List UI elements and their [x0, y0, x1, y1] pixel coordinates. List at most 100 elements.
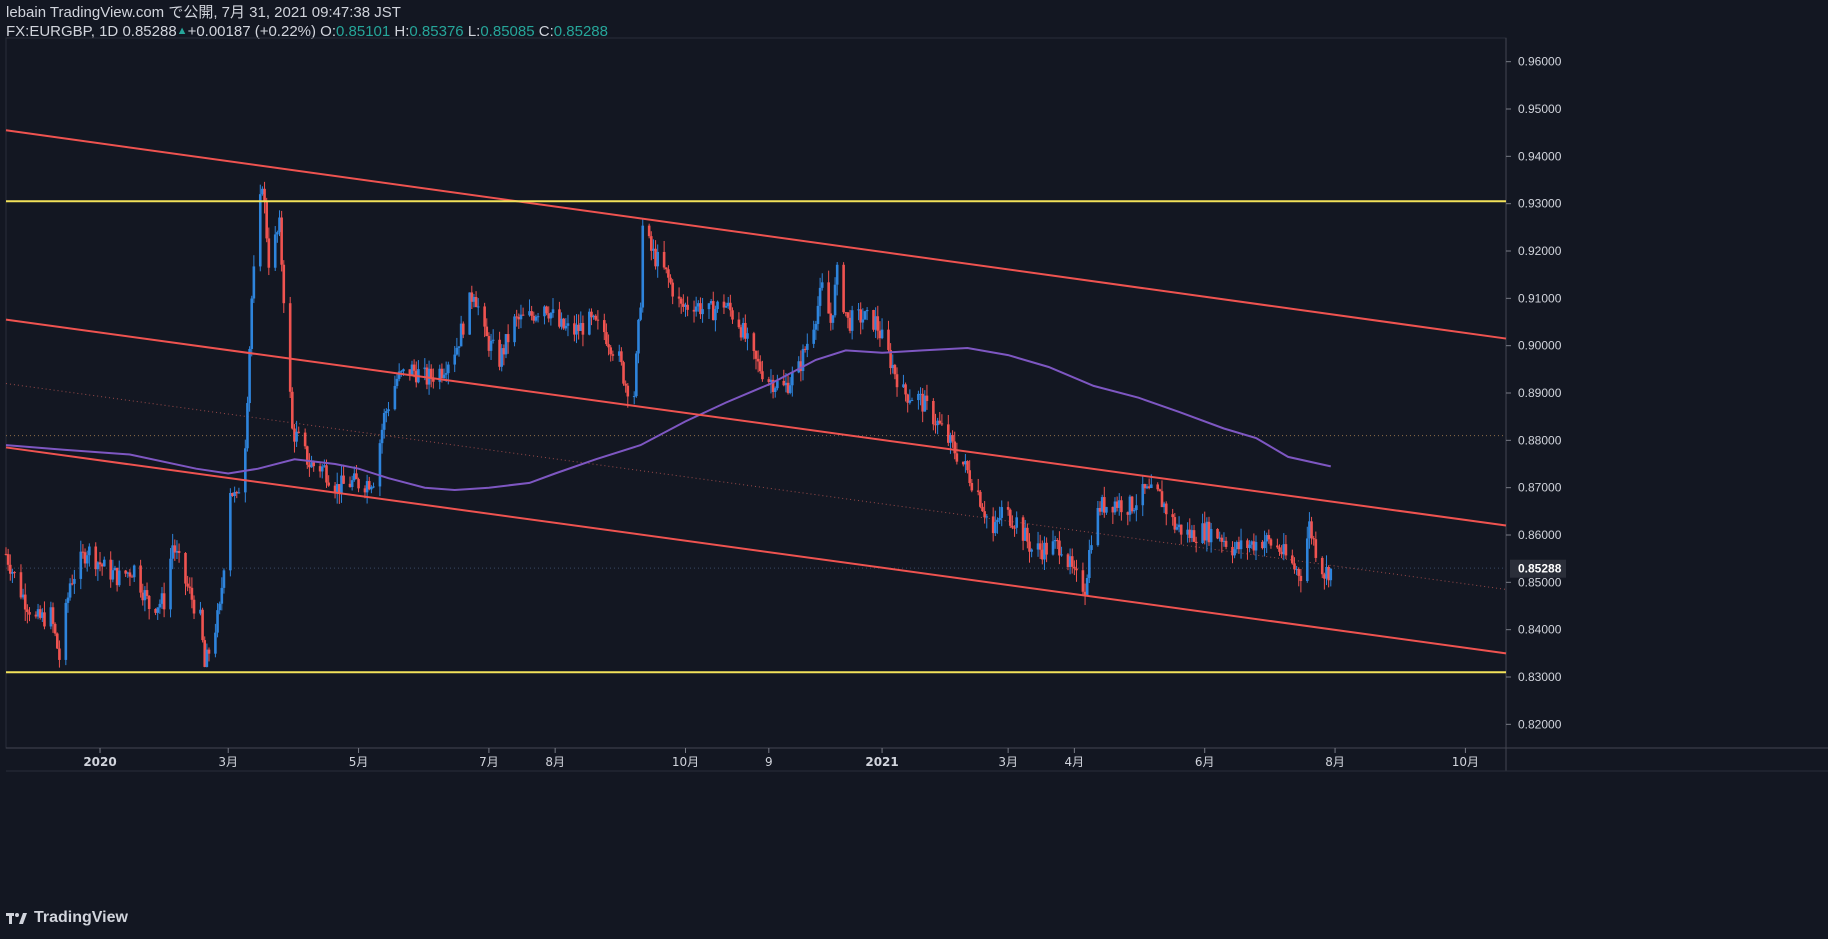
candle [564, 318, 568, 331]
close-label: C: [538, 23, 554, 40]
candle [716, 300, 719, 313]
candle [558, 301, 561, 329]
candle [485, 318, 489, 337]
channel-line-upper[interactable] [5, 129, 1507, 340]
candle [722, 294, 726, 314]
candle [752, 331, 756, 360]
candle [626, 383, 630, 408]
x-tick-label: 6月 [1195, 755, 1215, 769]
price-axis[interactable]: 0.96000 0.95000 0.94000 0.93000 0.92000 0.910… [1506, 55, 1566, 732]
candle [1111, 506, 1115, 524]
candle [357, 477, 360, 493]
candle [205, 643, 209, 668]
candle [1164, 501, 1168, 526]
candle [1310, 516, 1313, 545]
candle [1188, 518, 1192, 543]
candle [1066, 552, 1070, 571]
y-tick-label: 0.86000 [1518, 528, 1562, 542]
candle [199, 601, 202, 616]
candlestick-series[interactable] [4, 181, 1333, 668]
y-tick-label: 0.95000 [1518, 102, 1562, 116]
candle [878, 321, 882, 347]
x-tick-label: 10月 [1452, 755, 1479, 769]
channel-midline [5, 383, 1507, 590]
candle [1023, 519, 1027, 541]
candle [970, 478, 974, 493]
candle [278, 210, 281, 237]
candle [468, 292, 471, 335]
candle [741, 317, 745, 340]
candle [461, 321, 465, 339]
candle [983, 501, 986, 524]
candle [739, 324, 743, 341]
candle [1036, 531, 1040, 557]
candle [649, 231, 653, 261]
candle [521, 307, 525, 316]
candle [758, 355, 762, 374]
candle [1205, 517, 1209, 552]
candle [96, 561, 100, 581]
candle [216, 603, 219, 638]
y-tick-label: 0.96000 [1518, 55, 1562, 69]
x-tick-label: 3月 [218, 755, 238, 769]
candle [936, 417, 939, 435]
candle [246, 396, 249, 452]
candle [158, 599, 162, 614]
candle [455, 337, 459, 356]
candle [607, 334, 610, 356]
candle [876, 305, 880, 340]
candle [58, 640, 61, 668]
low-label: L: [467, 23, 481, 40]
candle [342, 464, 345, 485]
candle [1105, 506, 1108, 515]
candle [1102, 486, 1106, 518]
candle [880, 318, 884, 340]
candle [820, 273, 824, 291]
time-axis[interactable]: 2020 3月 5月 7月 8月 10月 9 2021 3月 4月 6月 8月 10月 [83, 748, 1479, 769]
candle [801, 344, 805, 381]
candle [340, 465, 343, 503]
candle [861, 308, 865, 330]
trend-lines[interactable] [5, 129, 1507, 674]
candle [393, 375, 397, 411]
brand-name: TradingView [34, 909, 128, 926]
y-tick-label: 0.91000 [1518, 291, 1562, 305]
candle [985, 514, 989, 529]
y-tick-label: 0.92000 [1518, 244, 1562, 258]
candle [115, 567, 119, 592]
candle [73, 569, 76, 594]
candle [519, 304, 523, 329]
candle [560, 312, 563, 330]
candle [1175, 523, 1179, 531]
open-value: 0.85101 [336, 23, 391, 40]
candle [692, 300, 696, 323]
candle [699, 297, 702, 319]
candle [530, 305, 533, 321]
candle [961, 461, 965, 467]
low-value: 0.85085 [480, 23, 535, 40]
candle [515, 309, 518, 327]
candle [919, 387, 922, 406]
candle [188, 577, 192, 594]
candle [132, 564, 136, 582]
channel-line-lower[interactable] [5, 446, 1507, 655]
symbol-label[interactable]: FX:EURGBP, 1D [6, 23, 119, 40]
candle [805, 333, 809, 358]
candle [378, 439, 382, 497]
candle [395, 373, 399, 389]
candle [117, 560, 121, 587]
candle [1186, 522, 1189, 543]
candle [6, 548, 10, 571]
candle [1115, 496, 1119, 512]
candle [1308, 512, 1311, 549]
channel-line-middle[interactable] [5, 318, 1507, 527]
y-tick-label: 0.82000 [1518, 717, 1562, 731]
candle [1141, 475, 1145, 517]
candle [611, 350, 615, 361]
candle [1235, 540, 1239, 554]
candle [417, 360, 420, 384]
candle [55, 632, 59, 650]
candle [1173, 513, 1177, 534]
candle [13, 571, 16, 579]
